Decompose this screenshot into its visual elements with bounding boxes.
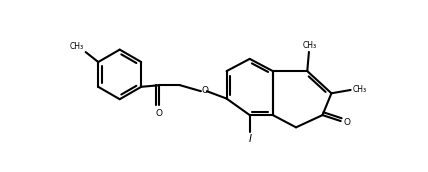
Text: CH₃: CH₃ [353,85,367,94]
Text: O: O [202,86,208,95]
Text: CH₃: CH₃ [70,42,84,51]
Text: O: O [344,118,351,127]
Text: CH₃: CH₃ [302,41,316,50]
Text: O: O [156,109,163,118]
Text: I: I [248,134,251,144]
